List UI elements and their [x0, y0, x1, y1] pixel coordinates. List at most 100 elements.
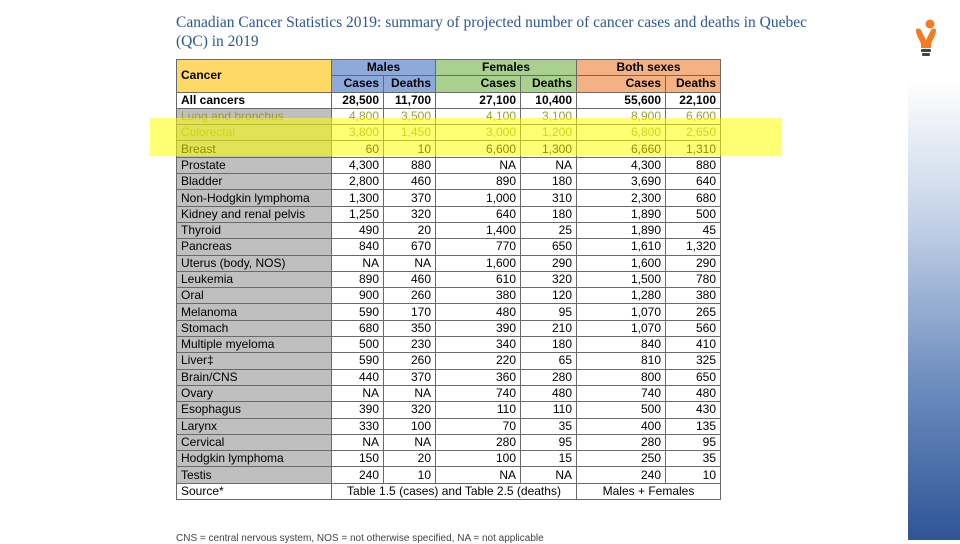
value-cell-b-cases: 240 [576, 466, 666, 484]
value-cell-b-deaths: 290 [665, 254, 721, 272]
value-cell-m-deaths: 170 [383, 303, 436, 321]
value-cell-f-deaths: 180 [520, 336, 577, 354]
value-cell-m-cases: 500 [331, 336, 384, 354]
value-cell-m-cases: 680 [331, 319, 384, 338]
value-cell-f-cases: 220 [435, 352, 521, 370]
cancer-name-cell: Kidney and renal pelvis [176, 205, 332, 223]
table-row: Ovary NA NA 740 480 740 480 [176, 384, 721, 403]
value-cell-m-deaths: 320 [383, 205, 436, 223]
table-row: Prostate 4,300 880 NA NA 4,300 880 [176, 156, 721, 175]
header-both-sexes: Both sexes [576, 58, 721, 77]
value-cell-b-cases: 4,300 [576, 156, 666, 175]
value-cell-m-deaths: 260 [383, 352, 436, 370]
value-cell-b-cases: 1,280 [576, 287, 666, 305]
value-cell-f-cases: 1,400 [435, 221, 521, 240]
table-row: Esophagus 390 320 110 110 500 430 [176, 401, 721, 419]
value-cell-b-deaths: 265 [665, 303, 721, 321]
cancer-name-cell: Larynx [176, 417, 332, 435]
value-cell-f-deaths: 95 [520, 433, 577, 452]
value-cell-b-deaths: 45 [665, 221, 721, 240]
value-cell-m-cases: 590 [331, 352, 384, 370]
value-cell-b-deaths: 560 [665, 319, 721, 338]
value-cell-m-cases: 590 [331, 303, 384, 321]
value-cell-b-deaths: 135 [665, 417, 721, 435]
value-cell-m-cases: 390 [331, 401, 384, 419]
value-cell-f-cases: 380 [435, 287, 521, 305]
value-cell-b-cases: 1,600 [576, 254, 666, 272]
value-cell-f-deaths: 290 [520, 254, 577, 272]
cancer-name-cell: Liver‡ [176, 352, 332, 370]
value-cell-f-deaths: 25 [520, 221, 577, 240]
header-both-deaths: Deaths [665, 75, 721, 93]
table-row: Larynx 330 100 70 35 400 135 [176, 417, 721, 435]
value-cell-m-cases: 240 [331, 466, 384, 484]
value-cell-f-cases: 340 [435, 336, 521, 354]
value-cell-f-deaths: 35 [520, 417, 577, 435]
value-cell-f-cases: 1,600 [435, 254, 521, 272]
value-cell-b-cases: 2,300 [576, 189, 666, 207]
value-cell-b-cases: 500 [576, 401, 666, 419]
cancer-name-cell: Testis [176, 466, 332, 484]
value-cell-m-deaths: NA [383, 433, 436, 452]
value-cell-m-deaths: 370 [383, 368, 436, 386]
value-cell-f-deaths: 480 [520, 384, 577, 403]
table-row: Kidney and renal pelvis 1,250 320 640 180 1,8… [176, 205, 721, 223]
value-cell-f-cases: 27,100 [435, 91, 521, 109]
value-cell-f-cases: 610 [435, 270, 521, 289]
cancer-name-cell: Melanoma [176, 303, 332, 321]
table-row: Multiple myeloma 500 230 340 180 840 410 [176, 336, 721, 354]
value-cell-b-deaths: 880 [665, 156, 721, 175]
value-cell-f-cases: 1,000 [435, 189, 521, 207]
value-cell-b-deaths: 380 [665, 287, 721, 305]
value-cell-f-deaths: 650 [520, 238, 577, 256]
cancer-name-cell: Multiple myeloma [176, 336, 332, 354]
footnote: CNS = central nervous system, NOS = not … [176, 533, 544, 544]
value-cell-b-cases: 1,070 [576, 319, 666, 338]
value-cell-f-deaths: 180 [520, 205, 577, 223]
value-cell-f-deaths: 15 [520, 450, 577, 468]
value-cell-m-deaths: 100 [383, 417, 436, 435]
value-cell-f-cases: 640 [435, 205, 521, 223]
value-cell-b-cases: 280 [576, 433, 666, 452]
table-row: Leukemia 890 460 610 320 1,500 780 [176, 270, 721, 289]
header-cancer: Cancer [176, 59, 332, 93]
value-cell-f-cases: 70 [435, 417, 521, 435]
table-row: Oral 900 260 380 120 1,280 380 [176, 287, 721, 305]
value-cell-b-cases: 55,600 [576, 91, 666, 109]
table-row: Hodgkin lymphoma 150 20 100 15 250 35 [176, 450, 721, 468]
table-row: Brain/CNS 440 370 360 280 800 650 [176, 368, 721, 386]
table-row: Thyroid 490 20 1,400 25 1,890 45 [176, 221, 721, 240]
value-cell-m-deaths: NA [383, 384, 436, 403]
value-cell-m-deaths: 880 [383, 156, 436, 175]
cancer-name-cell: Oral [176, 287, 332, 305]
value-cell-b-cases: 800 [576, 368, 666, 386]
table-row: Melanoma 590 170 480 95 1,070 265 [176, 303, 721, 321]
value-cell-m-cases: 150 [331, 450, 384, 468]
cancer-name-cell: All cancers [176, 91, 332, 109]
cancer-name-cell: Esophagus [176, 401, 332, 419]
value-cell-f-cases: 390 [435, 319, 521, 338]
value-cell-m-cases: 1,250 [331, 205, 384, 223]
table-row: Bladder 2,800 460 890 180 3,690 640 [176, 173, 721, 191]
value-cell-f-deaths: 110 [520, 401, 577, 419]
cancer-name-cell: Prostate [176, 156, 332, 175]
value-cell-m-deaths: 20 [383, 450, 436, 468]
value-cell-m-deaths: 460 [383, 270, 436, 289]
cancer-name-cell: Pancreas [176, 238, 332, 256]
value-cell-m-cases: 490 [331, 221, 384, 240]
value-cell-f-deaths: 10,400 [520, 91, 577, 109]
value-cell-b-deaths: 430 [665, 401, 721, 419]
value-cell-m-cases: 900 [331, 287, 384, 305]
value-cell-f-deaths: 120 [520, 287, 577, 305]
value-cell-f-deaths: 95 [520, 303, 577, 321]
table-row: Pancreas 840 670 770 650 1,610 1,320 [176, 238, 721, 256]
value-cell-b-deaths: 22,100 [665, 91, 721, 109]
cancer-name-cell: Hodgkin lymphoma [176, 450, 332, 468]
value-cell-f-cases: 100 [435, 450, 521, 468]
cancer-name-cell: Brain/CNS [176, 368, 332, 386]
value-cell-b-cases: 250 [576, 450, 666, 468]
table-row: Cervical NA NA 280 95 280 95 [176, 433, 721, 452]
value-cell-m-deaths: 260 [383, 287, 436, 305]
cancer-name-cell: Stomach [176, 319, 332, 338]
value-cell-m-cases: NA [331, 384, 384, 403]
